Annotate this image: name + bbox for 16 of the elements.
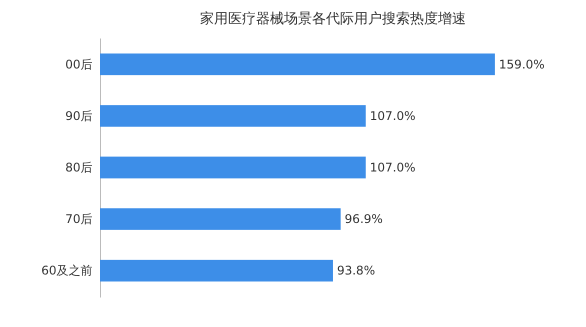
bar [100, 208, 341, 230]
y-tick-label: 60及之前 [41, 264, 92, 278]
data-label: 159.0% [498, 57, 545, 72]
data-label: 107.0% [370, 160, 416, 174]
data-label: 107.0% [370, 108, 416, 123]
y-tick-label: 90后 [65, 108, 92, 123]
bar [100, 156, 366, 178]
chart-title: 家用医疗器械场景各代际用户搜索热度增速 [200, 11, 466, 27]
bar [100, 105, 366, 127]
bar [100, 53, 495, 76]
data-label: 96.9% [344, 212, 383, 226]
data-label: 93.8% [336, 264, 376, 278]
y-tick-label: 00后 [65, 57, 92, 72]
bar [100, 260, 333, 282]
y-tick-label: 80后 [65, 160, 92, 174]
y-tick-label: 70后 [65, 212, 92, 226]
